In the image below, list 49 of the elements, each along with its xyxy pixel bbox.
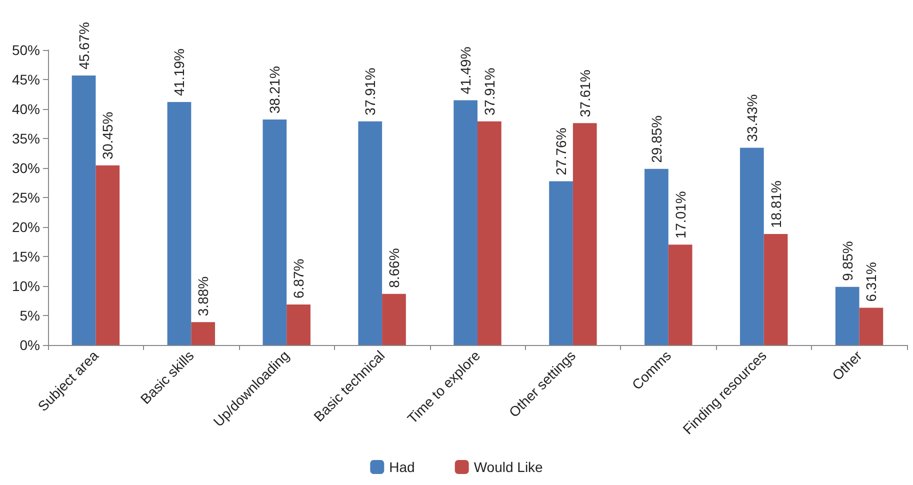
bar	[644, 168, 668, 345]
bar	[572, 123, 597, 345]
data-label: 9.85%	[839, 241, 856, 281]
bar	[72, 76, 96, 345]
data-label: 37.61%	[576, 70, 593, 118]
y-tick-label: 25%	[12, 190, 40, 206]
data-label: 37.91%	[362, 68, 378, 116]
y-tick-label: 30%	[12, 160, 40, 176]
data-label: 37.91%	[481, 68, 498, 116]
bar	[764, 234, 788, 345]
bar	[478, 121, 502, 345]
bar	[191, 322, 216, 345]
bar	[96, 165, 120, 345]
y-tick-label: 35%	[12, 130, 40, 146]
y-tick-label: 5%	[20, 308, 40, 324]
bar	[358, 121, 382, 345]
bar	[859, 308, 884, 345]
bar	[668, 244, 692, 345]
data-label: 29.85%	[648, 115, 664, 163]
data-label: 30.45%	[100, 112, 116, 160]
legend-label: Had	[389, 459, 415, 475]
bar	[262, 120, 287, 345]
bar	[382, 294, 406, 345]
data-label: 27.76%	[553, 128, 570, 176]
y-tick-label: 40%	[12, 101, 40, 117]
y-tick-label: 45%	[12, 72, 40, 88]
data-label: 17.01%	[672, 191, 688, 239]
data-label: 33.43%	[744, 94, 760, 142]
data-label: 8.66%	[386, 248, 402, 288]
data-label: 38.21%	[266, 66, 283, 114]
bar	[286, 304, 310, 345]
y-tick-label: 50%	[12, 42, 40, 58]
y-tick-label: 0%	[20, 337, 40, 353]
data-label: 6.87%	[290, 258, 307, 298]
y-tick-label: 15%	[12, 248, 40, 264]
legend-label: Would Like	[474, 459, 544, 475]
bar	[740, 148, 764, 345]
bar	[167, 102, 192, 345]
data-label: 45.67%	[76, 22, 92, 70]
data-label: 6.31%	[863, 262, 880, 302]
data-label: 41.49%	[458, 46, 474, 94]
bar	[835, 286, 860, 345]
data-label: 18.81%	[768, 180, 784, 228]
data-label: 3.88%	[195, 276, 212, 316]
data-label: 41.19%	[171, 48, 188, 96]
y-tick-label: 20%	[12, 219, 40, 235]
bar	[454, 100, 478, 345]
bar	[549, 181, 573, 345]
y-tick-label: 10%	[12, 278, 40, 294]
